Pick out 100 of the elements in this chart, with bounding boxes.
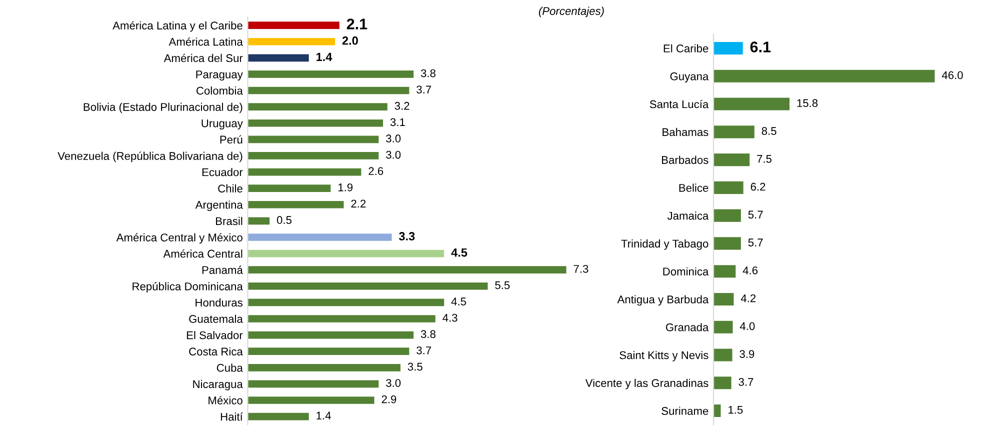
bar — [248, 103, 388, 110]
y-tick-label: Panamá — [202, 266, 243, 274]
data-label: 4.2 — [740, 294, 756, 302]
y-tick-label: Saint Kitts y Nevis — [620, 350, 708, 362]
data-label: 6.1 — [750, 42, 771, 52]
bar — [248, 250, 444, 258]
bar — [248, 348, 410, 356]
y-tick-label: Paraguay — [196, 70, 243, 81]
y-tick-label: Belice — [679, 184, 708, 192]
y-tick-label: Honduras — [196, 298, 242, 307]
y-tick-label: América del Sur — [164, 54, 243, 62]
y-tick-label: Argentina — [195, 200, 243, 211]
y-tick-label: México — [208, 396, 242, 404]
y-tick-label: Nicaragua — [193, 380, 243, 390]
data-label: 5.5 — [495, 281, 510, 290]
bar — [248, 136, 379, 144]
bar — [248, 86, 410, 94]
data-label: 2.2 — [351, 200, 366, 208]
bar — [248, 298, 444, 306]
data-label: 3.2 — [394, 102, 410, 110]
data-label: 5.7 — [748, 210, 763, 219]
y-tick-label: Uruguay — [202, 120, 243, 130]
data-label: 15.8 — [797, 99, 818, 108]
data-label: 3.5 — [408, 362, 422, 371]
y-tick-label: Vicente y las Granadinas — [585, 378, 708, 390]
bar — [714, 404, 721, 418]
y-tick-label: Jamaica — [667, 212, 709, 220]
bar — [714, 209, 741, 222]
data-label: 4.3 — [442, 314, 458, 322]
bar — [714, 42, 743, 55]
bar — [714, 126, 754, 138]
bar — [714, 98, 790, 110]
data-label: 3.1 — [390, 118, 405, 126]
bar — [248, 282, 488, 290]
data-label: 3.7 — [416, 86, 432, 94]
y-tick-label: Dominica — [663, 267, 709, 276]
y-tick-label: Guatemala — [189, 314, 243, 323]
data-label: 6.2 — [750, 182, 766, 191]
y-tick-label: Suriname — [662, 406, 708, 415]
data-label: 7.5 — [757, 155, 772, 163]
bar — [248, 217, 270, 225]
data-label: 46.0 — [942, 71, 963, 80]
y-tick-label: Granada — [666, 323, 709, 332]
bar — [248, 22, 340, 29]
y-tick-label: Bahamas — [662, 128, 708, 136]
y-tick-label: Barbados — [662, 156, 708, 164]
data-label: 1.4 — [316, 412, 331, 420]
bar — [248, 168, 362, 176]
data-label: 8.5 — [762, 127, 776, 135]
bar — [248, 184, 331, 192]
bar — [248, 234, 392, 241]
data-label: 7.3 — [574, 264, 588, 273]
bar — [248, 396, 374, 404]
y-tick-label: República Dominicana — [132, 282, 243, 293]
bar — [714, 181, 744, 194]
data-label: 2.0 — [342, 36, 358, 45]
y-tick-label: América Central y México — [116, 233, 242, 244]
bar — [248, 119, 384, 127]
bar — [714, 376, 732, 390]
bar — [714, 70, 935, 82]
data-label: 3.9 — [740, 350, 754, 358]
bar — [248, 315, 436, 322]
y-tick-label: Costa Rica — [189, 347, 243, 356]
data-label: 4.6 — [742, 266, 758, 274]
data-label: 2.1 — [346, 18, 368, 30]
data-label: 3.0 — [386, 150, 401, 159]
bar — [248, 412, 309, 420]
bar — [248, 364, 400, 372]
bar — [714, 265, 736, 278]
data-label: 2.9 — [382, 395, 396, 404]
y-tick-label: El Caribe — [664, 44, 708, 52]
chart-subtitle: (Porcentajes) — [538, 6, 604, 18]
y-tick-label: América Latina y el Caribe — [112, 21, 242, 32]
bar — [714, 348, 732, 362]
data-label: 2.6 — [368, 167, 384, 176]
bar — [714, 292, 734, 306]
bar — [248, 38, 336, 46]
data-label: 4.0 — [740, 322, 755, 330]
data-label: 1.5 — [728, 406, 743, 414]
data-label: 5.7 — [748, 238, 763, 246]
data-label: 0.5 — [276, 216, 292, 224]
data-label: 3.8 — [420, 330, 436, 338]
bar — [248, 54, 309, 62]
data-label: 3.0 — [386, 134, 401, 142]
data-label: 3.8 — [420, 69, 436, 78]
bar — [248, 266, 566, 274]
y-tick-label: Chile — [218, 184, 242, 192]
data-label: 4.5 — [451, 248, 468, 257]
data-label: 3.3 — [398, 232, 415, 240]
bar — [248, 331, 414, 339]
data-label: 3.0 — [386, 379, 401, 387]
y-tick-label: Trinidad y Tabago — [621, 239, 708, 250]
bar — [714, 320, 733, 334]
y-tick-label: Guyana — [670, 72, 709, 82]
bar — [248, 70, 414, 78]
y-tick-label: Bolivia (Estado Plurinacional de) — [84, 102, 242, 114]
bar — [248, 200, 344, 208]
y-tick-label: El Salvador — [186, 331, 243, 340]
y-tick-label: Haití — [220, 412, 243, 421]
bar — [248, 380, 379, 388]
